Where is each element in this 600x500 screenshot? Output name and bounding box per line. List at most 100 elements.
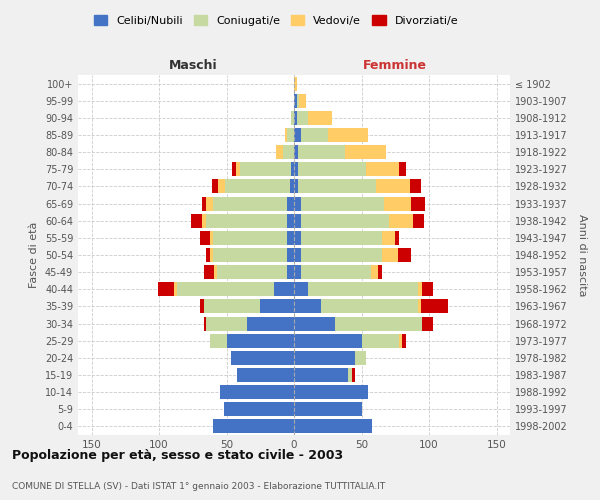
Bar xyxy=(378,265,382,279)
Bar xyxy=(308,282,418,296)
Bar xyxy=(361,334,400,347)
Bar xyxy=(206,214,287,228)
Bar xyxy=(400,162,406,176)
Bar xyxy=(321,300,418,314)
Bar xyxy=(294,300,321,314)
Bar xyxy=(365,162,400,176)
Bar xyxy=(294,368,348,382)
Bar xyxy=(274,282,294,296)
Bar xyxy=(287,248,294,262)
Bar xyxy=(174,282,176,296)
Bar xyxy=(158,282,174,296)
Bar xyxy=(224,402,294,416)
Bar xyxy=(199,231,210,245)
Bar xyxy=(298,145,346,159)
Bar xyxy=(287,196,294,210)
Text: COMUNE DI STELLA (SV) - Dati ISTAT 1° gennaio 2003 - Elaborazione TUTTITALIA.IT: COMUNE DI STELLA (SV) - Dati ISTAT 1° ge… xyxy=(12,482,385,491)
Text: Femmine: Femmine xyxy=(363,58,427,71)
Bar xyxy=(213,231,287,245)
Bar xyxy=(294,334,361,347)
Bar xyxy=(301,196,385,210)
Bar xyxy=(294,420,372,434)
Bar xyxy=(389,214,413,228)
Bar xyxy=(298,162,365,176)
Bar xyxy=(213,420,294,434)
Bar xyxy=(191,214,202,228)
Bar xyxy=(176,282,274,296)
Bar xyxy=(287,214,294,228)
Bar xyxy=(284,128,287,142)
Bar xyxy=(294,282,308,296)
Bar xyxy=(294,248,301,262)
Bar xyxy=(294,385,368,399)
Bar xyxy=(301,265,371,279)
Bar xyxy=(422,316,433,330)
Bar xyxy=(294,94,296,108)
Bar xyxy=(202,196,206,210)
Bar xyxy=(214,265,217,279)
Bar xyxy=(260,300,294,314)
Bar xyxy=(230,351,294,365)
Bar xyxy=(232,162,236,176)
Bar xyxy=(225,180,290,194)
Bar xyxy=(294,231,301,245)
Bar xyxy=(199,300,203,314)
Bar xyxy=(376,180,410,194)
Bar xyxy=(292,162,294,176)
Bar xyxy=(412,196,425,210)
Bar xyxy=(294,402,361,416)
Bar xyxy=(294,316,335,330)
Bar xyxy=(294,265,301,279)
Bar xyxy=(211,231,213,245)
Y-axis label: Anni di nascita: Anni di nascita xyxy=(577,214,587,296)
Bar xyxy=(206,316,247,330)
Y-axis label: Fasce di età: Fasce di età xyxy=(29,222,39,288)
Bar xyxy=(292,111,294,125)
Bar xyxy=(294,76,296,90)
Bar xyxy=(294,162,298,176)
Bar xyxy=(236,162,240,176)
Bar xyxy=(352,368,355,382)
Bar xyxy=(382,248,398,262)
Bar xyxy=(422,282,433,296)
Bar xyxy=(287,265,294,279)
Bar xyxy=(211,248,213,262)
Bar xyxy=(213,196,287,210)
Bar xyxy=(348,368,352,382)
Bar xyxy=(294,214,301,228)
Bar xyxy=(294,351,355,365)
Bar xyxy=(287,231,294,245)
Bar xyxy=(402,334,406,347)
Bar xyxy=(212,180,218,194)
Bar xyxy=(413,214,424,228)
Bar xyxy=(346,145,386,159)
Bar xyxy=(299,94,306,108)
Bar xyxy=(294,180,298,194)
Bar xyxy=(418,300,421,314)
Bar xyxy=(301,214,389,228)
Bar xyxy=(382,231,395,245)
Bar xyxy=(421,300,448,314)
Bar xyxy=(287,128,294,142)
Bar xyxy=(247,316,294,330)
Bar xyxy=(277,145,283,159)
Bar xyxy=(290,180,294,194)
Bar xyxy=(217,265,287,279)
Bar xyxy=(203,300,260,314)
Bar xyxy=(294,128,301,142)
Legend: Celibi/Nubili, Coniugati/e, Vedovi/e, Divorziati/e: Celibi/Nubili, Coniugati/e, Vedovi/e, Di… xyxy=(89,10,463,30)
Bar xyxy=(218,180,225,194)
Bar xyxy=(371,265,378,279)
Text: Popolazione per età, sesso e stato civile - 2003: Popolazione per età, sesso e stato civil… xyxy=(12,450,343,462)
Bar xyxy=(355,351,365,365)
Bar xyxy=(335,316,422,330)
Bar xyxy=(203,265,214,279)
Bar xyxy=(395,231,400,245)
Bar xyxy=(203,316,206,330)
Bar xyxy=(206,196,213,210)
Bar xyxy=(240,162,292,176)
Bar xyxy=(301,231,382,245)
Bar xyxy=(298,180,376,194)
Bar xyxy=(400,334,402,347)
Bar xyxy=(283,145,294,159)
